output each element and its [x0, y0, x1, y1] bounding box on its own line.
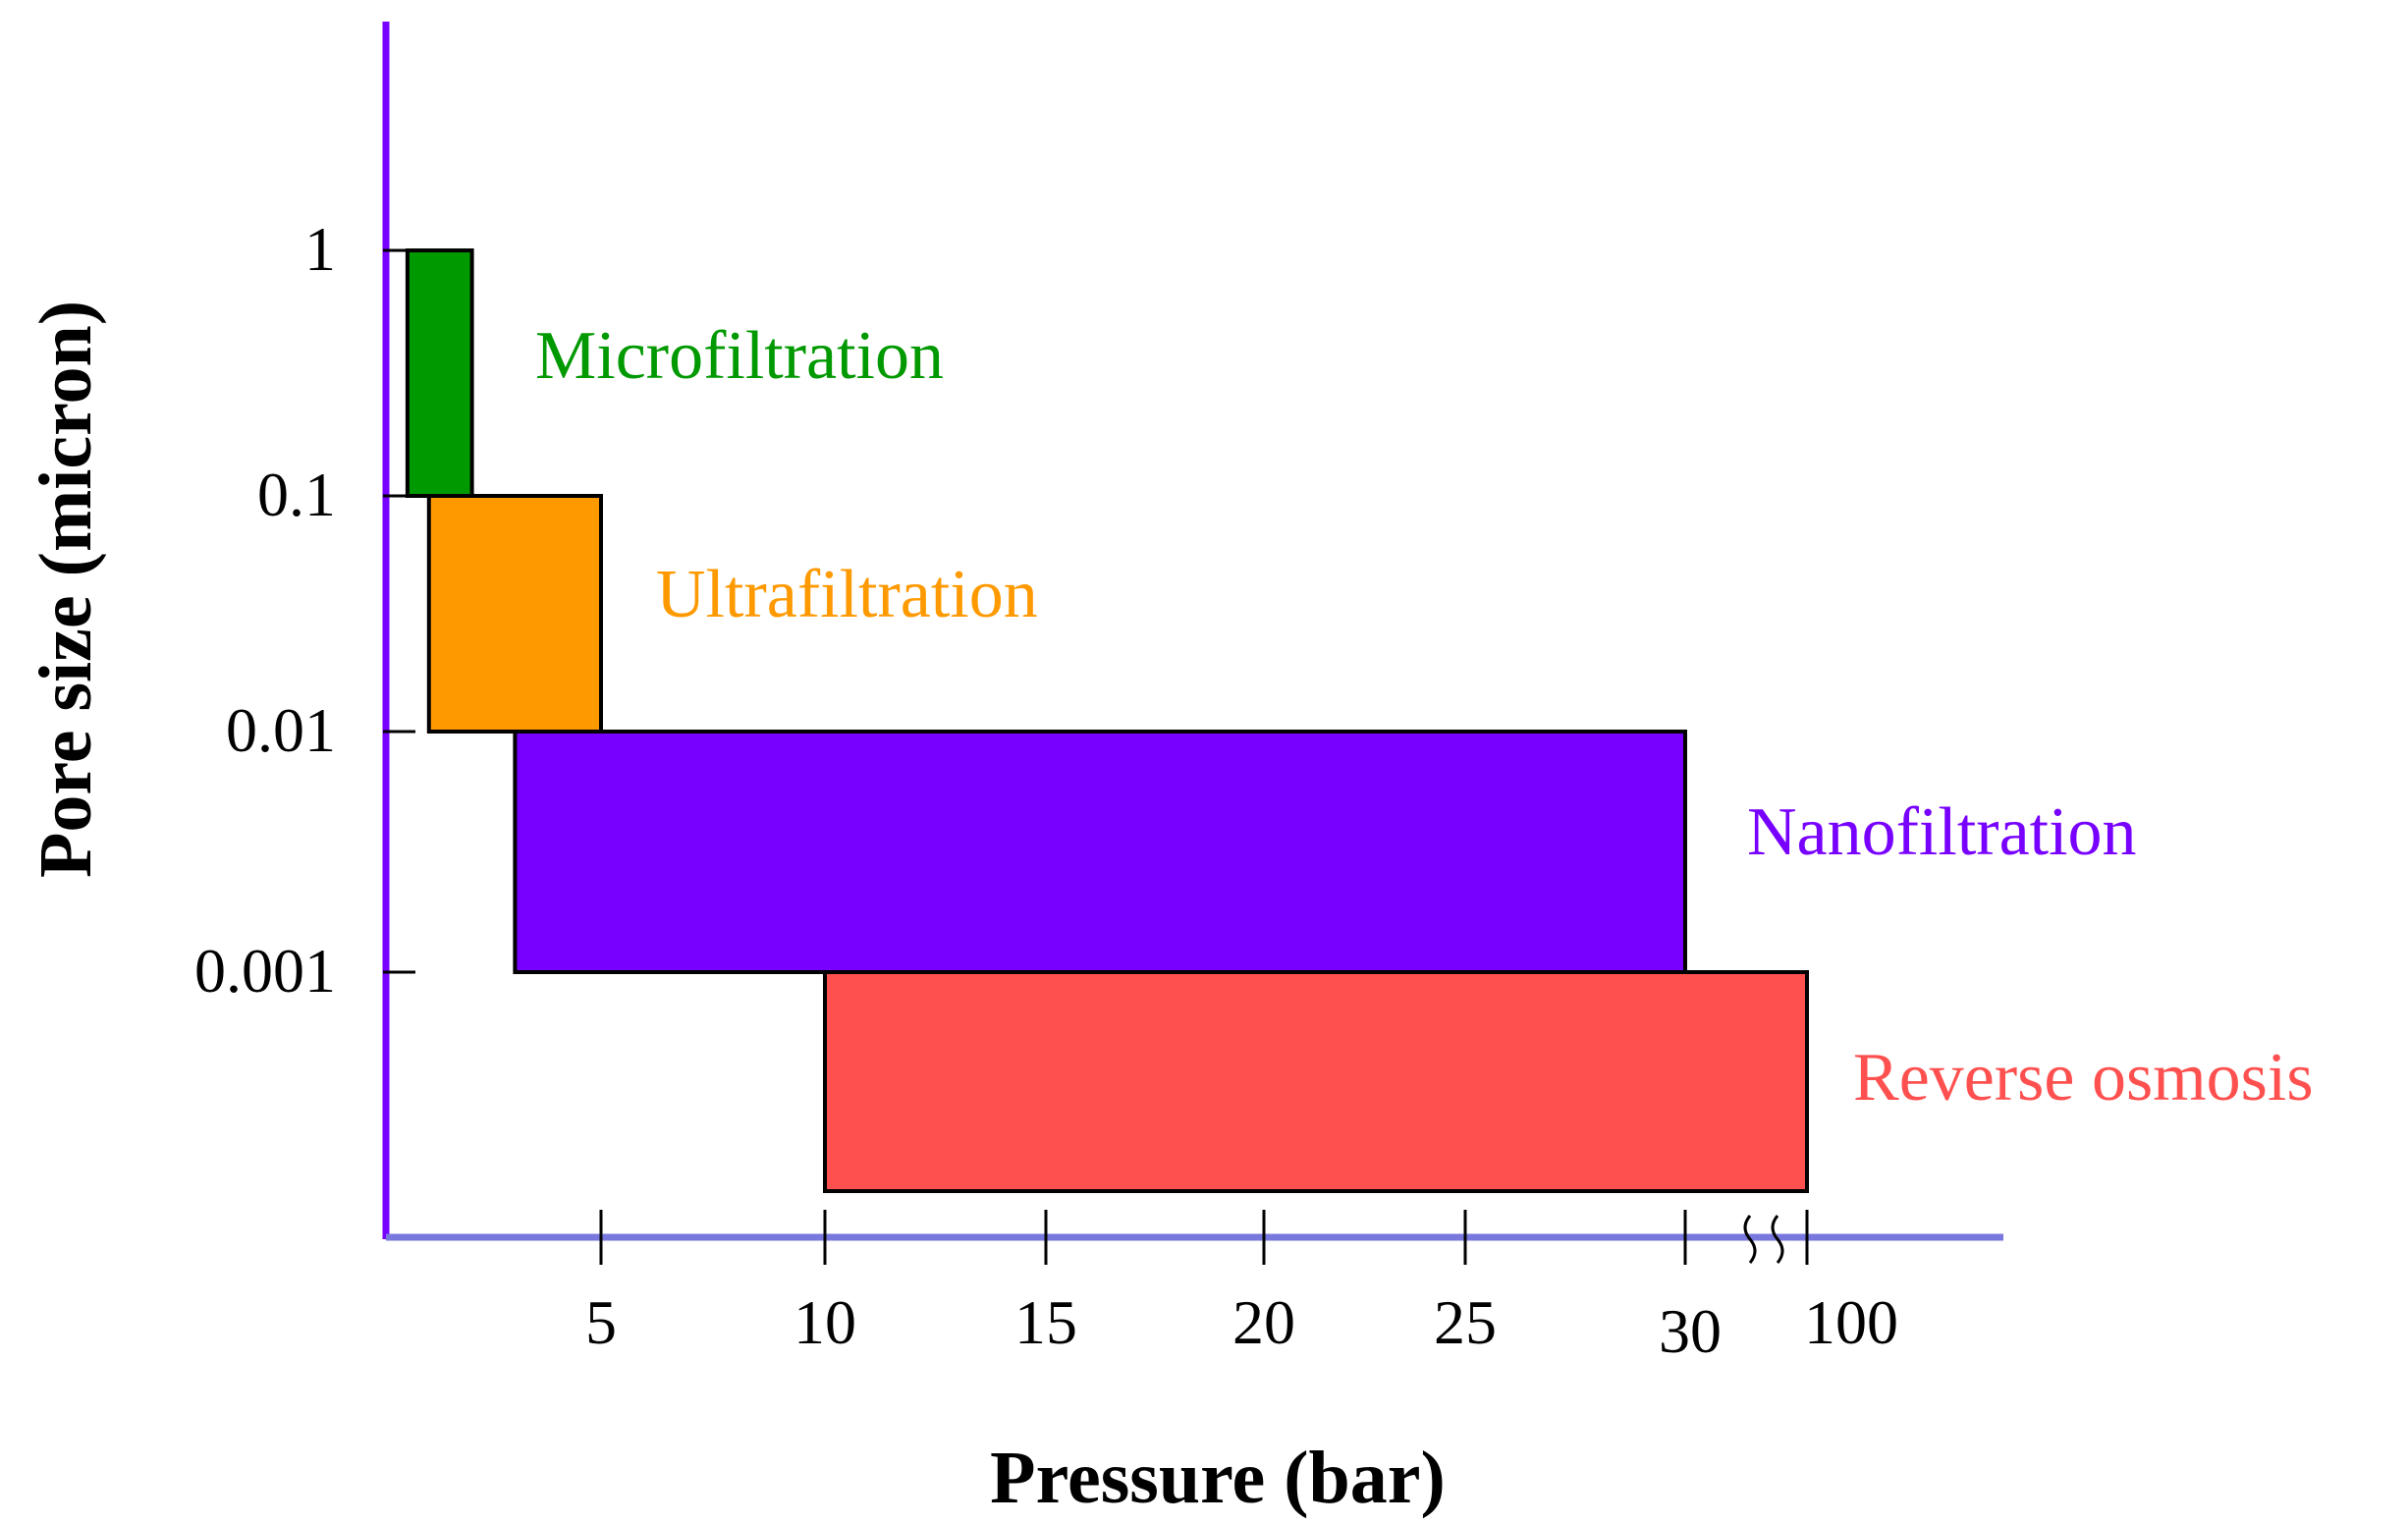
y-tick-label: 1: [304, 214, 336, 284]
y-ticks: 1 0.1 0.01 0.001: [194, 214, 415, 1006]
x-tick-label: 100: [1804, 1287, 1898, 1357]
x-tick-label: 20: [1232, 1287, 1295, 1357]
series-labels: Microfiltration Ultrafiltration Nanofiltra…: [535, 318, 2314, 1116]
x-tick-label: 10: [794, 1287, 856, 1357]
series-label-reverse-osmosis: Reverse osmosis: [1853, 1040, 2314, 1116]
x-tick-label: 25: [1434, 1287, 1497, 1357]
series-label-microfiltration: Microfiltration: [535, 318, 944, 394]
range-bars: [405, 248, 1809, 1193]
x-tick-label: 5: [585, 1287, 617, 1357]
x-axis-title: Pressure (bar): [990, 1437, 1446, 1519]
range-bar-reverse-osmosis: [823, 970, 1809, 1193]
series-label-ultrafiltration: Ultrafiltration: [656, 557, 1038, 632]
range-bar-microfiltration: [405, 248, 474, 498]
x-tick-label: 30: [1659, 1296, 1722, 1366]
series-label-nanofiltration: Nanofiltration: [1747, 794, 2137, 870]
y-tick-label: 0.001: [194, 936, 336, 1006]
range-bar-ultrafiltration: [426, 494, 603, 734]
y-tick-label: 0.1: [257, 460, 336, 529]
x-ticks: 5 10 15 20 25 30 100: [585, 1210, 1898, 1366]
range-bar-nanofiltration: [513, 730, 1687, 974]
axis-break-mark: [1743, 1215, 1784, 1264]
x-tick-label: 15: [1014, 1287, 1077, 1357]
y-axis-title: Pore size (micron): [25, 300, 107, 878]
y-tick-label: 0.01: [226, 695, 336, 765]
